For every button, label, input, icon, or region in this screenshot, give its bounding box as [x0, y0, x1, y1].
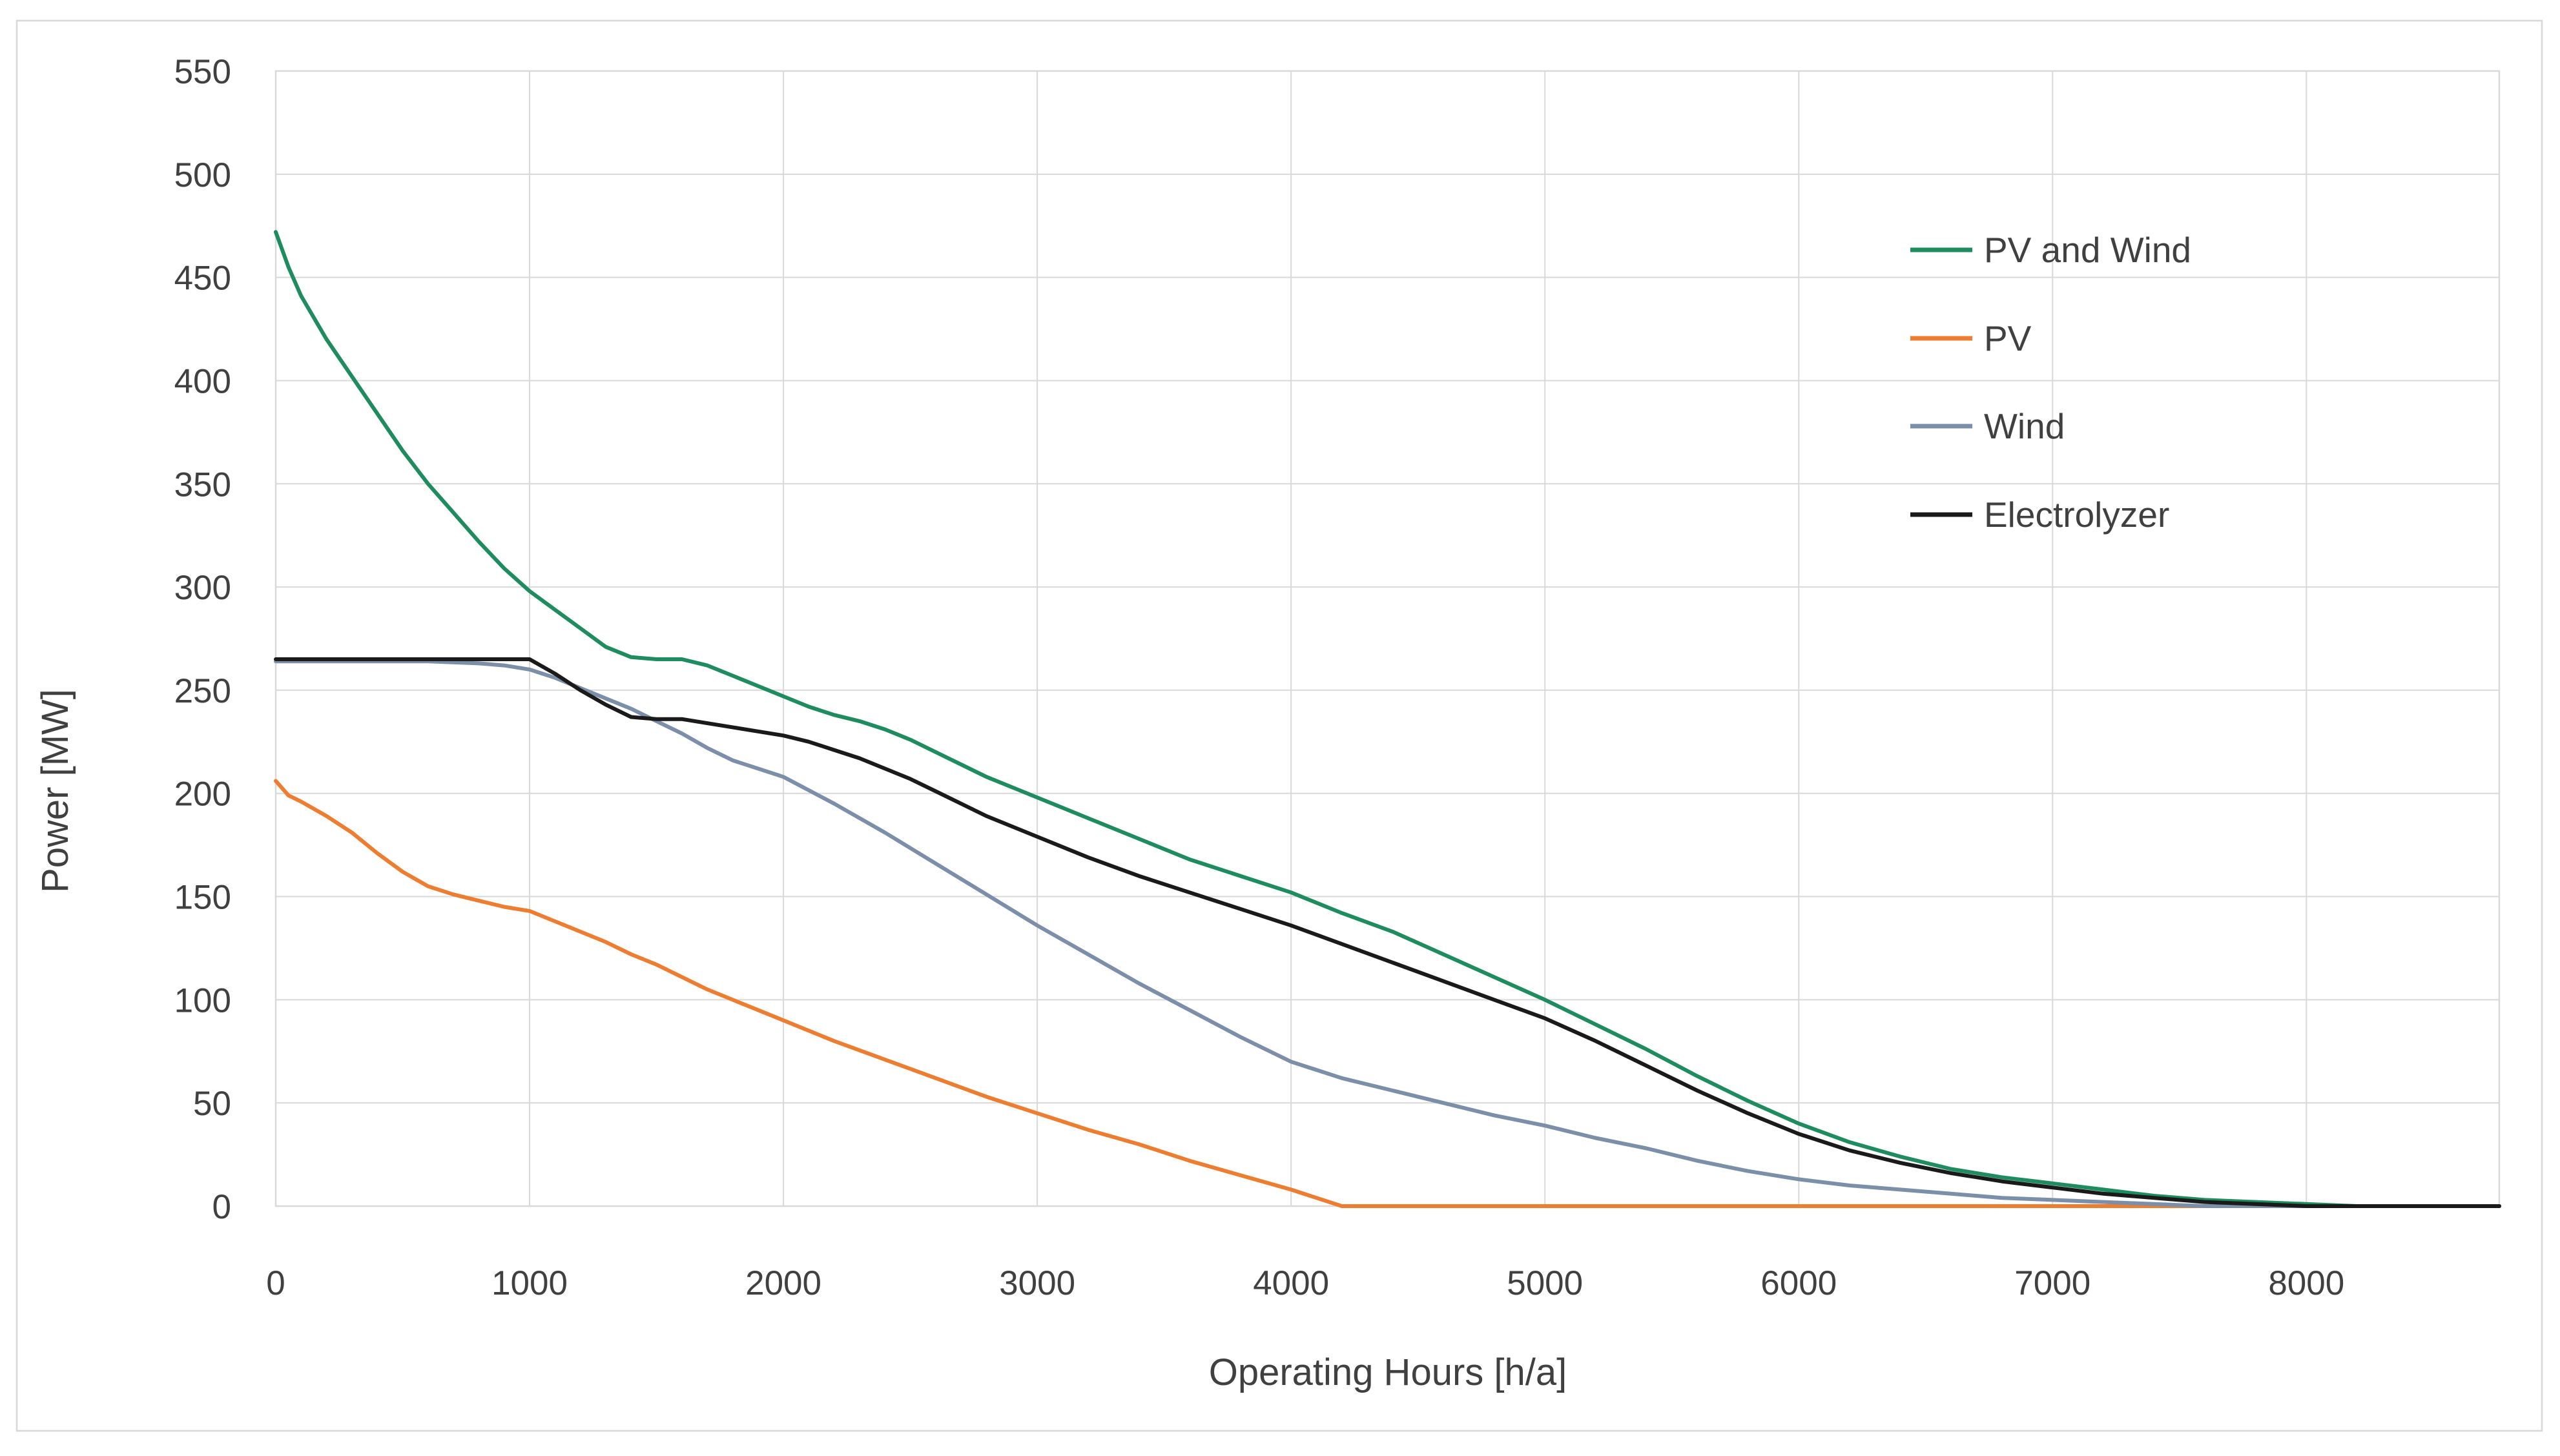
x-axis-title: Operating Hours [h/a] — [1209, 1351, 1567, 1393]
y-tick-550: 550 — [174, 53, 231, 91]
x-tick-3000: 3000 — [999, 1264, 1075, 1302]
x-tick-4000: 4000 — [1253, 1264, 1329, 1302]
y-axis-title: Power [MW] — [34, 689, 76, 893]
y-tick-200: 200 — [174, 775, 231, 814]
curve-wind — [274, 659, 2501, 1208]
x-tick-6000: 6000 — [1760, 1264, 1837, 1302]
curve-pv — [274, 779, 2501, 1208]
y-tick-250: 250 — [174, 672, 231, 710]
y-tick-350: 350 — [174, 466, 231, 504]
y-tick-150: 150 — [174, 879, 231, 917]
y-tick-0: 0 — [212, 1188, 231, 1226]
legend-label-wind: Wind — [1984, 406, 2065, 446]
x-axis-tick-labels: 0 1000 2000 3000 4000 5000 6000 7000 8000 — [266, 1264, 2344, 1302]
y-tick-500: 500 — [174, 156, 231, 194]
y-tick-450: 450 — [174, 260, 231, 298]
legend-label-pv-and-wind: PV and Wind — [1984, 230, 2191, 270]
legend-item-wind: Wind — [1910, 406, 2065, 446]
y-tick-300: 300 — [174, 569, 231, 607]
x-tick-0: 0 — [266, 1264, 285, 1302]
x-tick-5000: 5000 — [1507, 1264, 1583, 1302]
x-tick-1000: 1000 — [491, 1264, 568, 1302]
y-tick-50: 50 — [193, 1085, 231, 1123]
legend: PV and Wind PV Wind Electrolyzer — [1910, 230, 2191, 535]
y-tick-100: 100 — [174, 981, 231, 1020]
curve-electrolyzer — [274, 657, 2501, 1208]
curve-pv-and-wind — [274, 230, 2501, 1208]
legend-label-electrolyzer: Electrolyzer — [1984, 495, 2169, 535]
x-tick-2000: 2000 — [745, 1264, 821, 1302]
legend-item-pv: PV — [1910, 318, 2032, 358]
x-tick-8000: 8000 — [2268, 1264, 2344, 1302]
y-axis-tick-labels: 0 50 100 150 200 250 300 350 400 450 500 550 — [174, 53, 231, 1226]
legend-item-pv-and-wind: PV and Wind — [1910, 230, 2191, 270]
curves-group — [274, 230, 2501, 1208]
legend-item-electrolyzer: Electrolyzer — [1910, 495, 2169, 535]
figure-border — [15, 19, 2543, 1432]
legend-label-pv: PV — [1984, 318, 2032, 358]
x-tick-7000: 7000 — [2014, 1264, 2090, 1302]
y-tick-400: 400 — [174, 362, 231, 400]
